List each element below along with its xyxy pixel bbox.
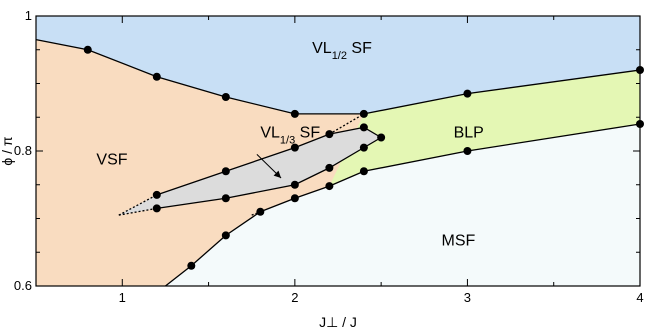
x-tick-label: 3 <box>464 290 471 305</box>
region-label-vl13sf: VL1/3 SF <box>260 125 320 147</box>
region-label-main: VL <box>312 40 332 57</box>
region-label-subscript: 1/3 <box>280 135 295 147</box>
region-label-suffix: SF <box>347 40 372 57</box>
point-vl13-bottom <box>377 133 386 142</box>
point-upper <box>152 72 161 81</box>
point-lower <box>290 194 299 203</box>
region-label-msf: MSF <box>442 233 476 250</box>
arrow-head <box>273 170 282 178</box>
region-label-main: MSF <box>442 233 476 250</box>
region-label-main: BLP <box>454 125 484 142</box>
point-vl13-top <box>152 190 161 199</box>
point-upper <box>463 89 472 98</box>
y-tick-label: 0.6 <box>14 278 32 293</box>
point-vl13-top <box>290 143 299 152</box>
y-tick-label: 1 <box>25 8 32 23</box>
x-tick-label: 1 <box>119 290 126 305</box>
vl13-pointer-arrow <box>256 154 282 179</box>
region-label-main: VSF <box>96 152 127 169</box>
point-vl13-top <box>359 123 368 132</box>
axis-ticks: 1 2 3 4 0.6 0.8 1 <box>14 8 644 305</box>
region-label-vl12sf: VL1/2 SF <box>312 40 372 62</box>
y-axis-title-text: ϕ / π <box>0 136 15 166</box>
point-lower <box>463 147 472 155</box>
point-vl13-top <box>221 167 230 176</box>
x-tick-label: 4 <box>636 290 643 305</box>
point-vl13-bottom <box>359 143 368 152</box>
x-axis-title-text: J⊥ / J <box>319 314 357 330</box>
point-lower <box>221 231 230 240</box>
point-vl13-bottom <box>152 204 161 213</box>
dotted-link-lower <box>251 211 261 216</box>
point-upper <box>359 109 368 118</box>
extrapolation-top <box>118 194 158 216</box>
point-lower <box>187 261 196 270</box>
y-tick-label: 0.8 <box>14 143 32 158</box>
point-upper <box>83 45 92 54</box>
extrapolation-bottom <box>118 207 157 216</box>
dotted-link-upper <box>329 113 365 135</box>
region-label-suffix: SF <box>295 125 320 142</box>
point-vl13-top <box>325 130 334 139</box>
region-label-vsf: VSF <box>96 152 127 169</box>
point-vl13-bottom <box>221 194 230 203</box>
point-upper <box>221 93 230 101</box>
region-label-main: VL <box>260 125 280 142</box>
y-axis-title: ϕ / π <box>0 136 15 166</box>
point-lower <box>359 167 368 176</box>
region-vl13sf <box>118 127 382 216</box>
x-axis-title: J⊥ / J <box>319 314 357 330</box>
region-vl12sf <box>36 16 640 114</box>
region-vsf <box>36 39 364 286</box>
boundary-upper <box>35 38 641 115</box>
x-tick-label: 2 <box>291 290 298 305</box>
point-lower <box>256 207 265 216</box>
point-vl13-bottom <box>290 180 299 189</box>
point-upper <box>290 109 299 118</box>
region-label-subscript: 1/2 <box>332 50 347 62</box>
phase-regions <box>36 16 640 286</box>
point-lower <box>325 182 334 191</box>
region-blp <box>329 70 640 187</box>
region-label-blp: BLP <box>454 125 484 142</box>
point-vl13-bottom <box>325 163 334 172</box>
